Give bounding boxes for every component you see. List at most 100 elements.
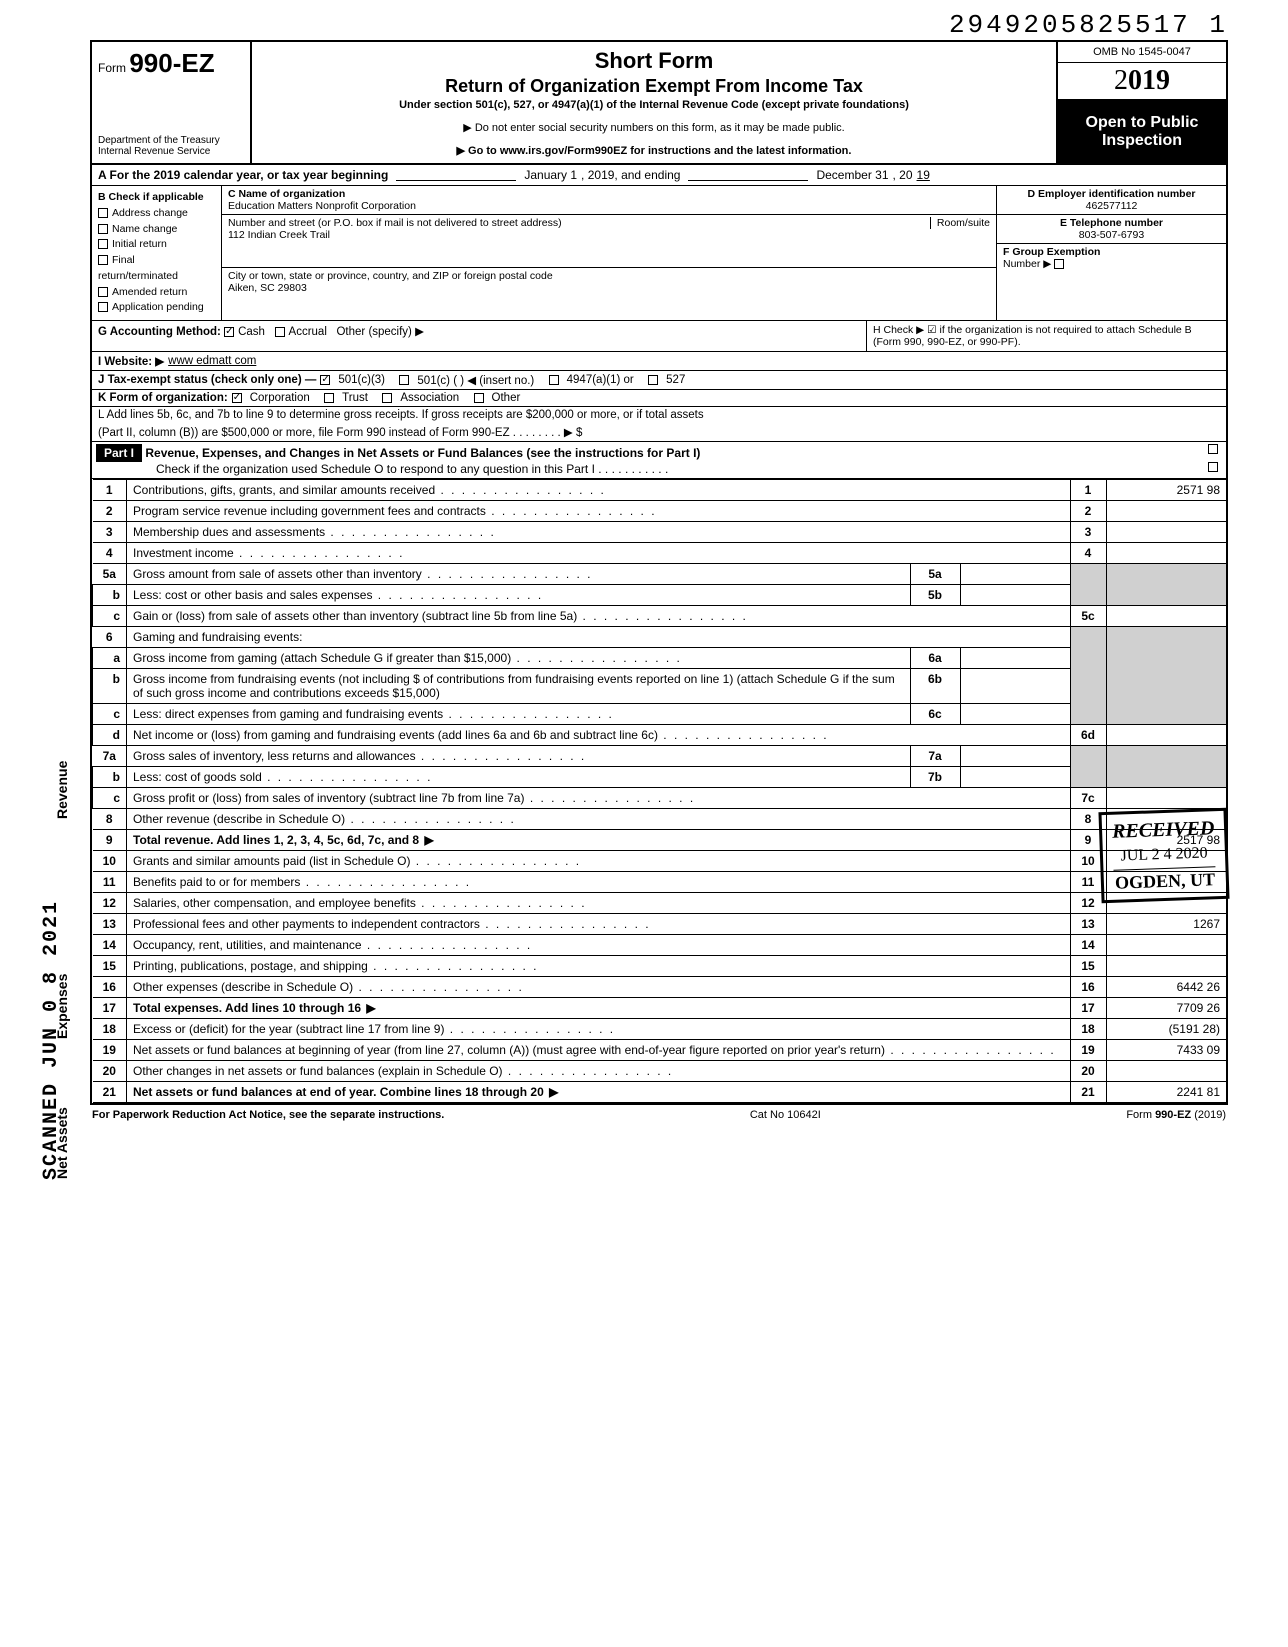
page-footer: For Paperwork Reduction Act Notice, see … (90, 1105, 1228, 1125)
line-8: 8Other revenue (describe in Schedule O)8 (93, 809, 1227, 830)
line-5b: bLess: cost or other basis and sales exp… (93, 585, 1227, 606)
chk-cash[interactable] (224, 327, 234, 337)
chk-name-change[interactable] (98, 224, 108, 234)
chk-501c[interactable] (399, 375, 409, 385)
note-ssn: ▶ Do not enter social security numbers o… (262, 121, 1046, 134)
chk-part1-scho[interactable] (1208, 462, 1218, 472)
c-label: C Name of organization (228, 188, 345, 200)
chk-group-exemption[interactable] (1054, 259, 1064, 269)
part1-title: Revenue, Expenses, and Changes in Net As… (145, 446, 700, 460)
line-6: 6Gaming and fundraising events: (93, 627, 1227, 648)
line-12: 12Salaries, other compensation, and empl… (93, 893, 1227, 914)
part1-body: Revenue Expenses Net Assets 1Contributio… (92, 479, 1226, 1103)
j-4947: 4947(a)(1) or (567, 374, 634, 386)
org-info-row: B Check if applicable Address change Nam… (92, 186, 1226, 321)
chk-other[interactable] (474, 393, 484, 403)
form-number: Form 990-EZ (98, 48, 244, 79)
k-trust: Trust (342, 392, 368, 404)
footer-catno: Cat No 10642I (750, 1109, 821, 1121)
line-6b: bGross income from fundraising events (n… (93, 669, 1227, 704)
blank-begin (396, 169, 516, 181)
chk-amended[interactable] (98, 287, 108, 297)
header-right: OMB No 1545-0047 2019 Open to Public Ins… (1056, 42, 1226, 163)
org-city: Aiken, SC 29803 (228, 282, 307, 294)
opt-amended: Amended return (112, 286, 187, 298)
j-501c: 501(c) ( ) ◀ (insert no.) (417, 373, 534, 387)
footer-left: For Paperwork Reduction Act Notice, see … (92, 1109, 444, 1121)
line-21: 21Net assets or fund balances at end of … (93, 1082, 1227, 1103)
tel-label: E Telephone number (1060, 217, 1163, 229)
opt-address: Address change (112, 207, 188, 219)
k-other: Other (492, 392, 521, 404)
line-7a: 7aGross sales of inventory, less returns… (93, 746, 1227, 767)
chk-501c3[interactable] (320, 375, 330, 385)
chk-initial-return[interactable] (98, 239, 108, 249)
chk-association[interactable] (382, 393, 392, 403)
chk-corporation[interactable] (232, 393, 242, 403)
org-street: 112 Indian Creek Trail (228, 229, 330, 241)
opt-initial: Initial return (112, 238, 167, 250)
section-def: D Employer identification number 4625771… (996, 186, 1226, 320)
d-ein: D Employer identification number 4625771… (997, 186, 1226, 215)
cal-jan1: January 1 (524, 168, 577, 182)
opt-pending: Application pending (112, 301, 204, 313)
chk-527[interactable] (648, 375, 658, 385)
open-public: Open to Public (1086, 114, 1199, 132)
chk-4947[interactable] (549, 375, 559, 385)
row-h: H Check ▶ ☑ if the organization is not r… (866, 321, 1226, 351)
k-label: K Form of organization: (98, 392, 228, 404)
subtitle: Under section 501(c), 527, or 4947(a)(1)… (262, 99, 1046, 111)
j-527: 527 (666, 374, 685, 386)
inspection-text: Inspection (1102, 132, 1182, 150)
line-20: 20Other changes in net assets or fund ba… (93, 1061, 1227, 1082)
form-header: Form 990-EZ Department of the Treasury I… (92, 42, 1226, 165)
line-7b: bLess: cost of goods sold7b (93, 767, 1227, 788)
open-inspection: Open to Public Inspection (1058, 100, 1226, 163)
chk-part1-title[interactable] (1208, 444, 1218, 454)
e-telephone: E Telephone number 803-507-6793 (997, 215, 1226, 244)
chk-final-return[interactable] (98, 255, 108, 265)
g-cash: Cash (238, 326, 265, 338)
part1-header: Part I Revenue, Expenses, and Changes in… (92, 442, 1226, 479)
form-990ez: Form 990-EZ Department of the Treasury I… (90, 40, 1228, 1105)
dept-irs: Internal Revenue Service (98, 146, 244, 157)
lines-table: 1Contributions, gifts, grants, and simil… (92, 479, 1226, 1103)
j-label: J Tax-exempt status (check only one) — (98, 374, 316, 386)
line-1: 1Contributions, gifts, grants, and simil… (93, 480, 1227, 501)
line-16: 16Other expenses (describe in Schedule O… (93, 977, 1227, 998)
c-name-row: C Name of organization Education Matters… (222, 186, 996, 215)
form-prefix: Form (98, 61, 126, 75)
line-2: 2Program service revenue including gover… (93, 501, 1227, 522)
cal-2019-end: , 2019, and ending (581, 168, 680, 182)
i-label: I Website: ▶ (98, 354, 164, 368)
chk-trust[interactable] (324, 393, 334, 403)
j-501c3: 501(c)(3) (338, 374, 385, 386)
section-c: C Name of organization Education Matters… (222, 186, 996, 320)
city-label: City or town, state or province, country… (228, 270, 553, 282)
grp-number: Number ▶ (1003, 258, 1051, 270)
line-15: 15Printing, publications, postage, and s… (93, 956, 1227, 977)
chk-pending[interactable] (98, 302, 108, 312)
section-b: B Check if applicable Address change Nam… (92, 186, 222, 320)
opt-name: Name change (112, 223, 177, 235)
f-group-exemption: F Group Exemption Number ▶ (997, 244, 1226, 272)
g-other: Other (specify) ▶ (336, 326, 423, 338)
line-4: 4Investment income4 (93, 543, 1227, 564)
year-bold: 019 (1128, 65, 1170, 96)
grp-label: F Group Exemption (1003, 246, 1100, 258)
k-assoc: Association (400, 392, 459, 404)
ein-label: D Employer identification number (1027, 188, 1195, 200)
chk-address-change[interactable] (98, 208, 108, 218)
room-label: Room/suite (930, 217, 990, 229)
blank-end (688, 169, 808, 181)
note-url: ▶ Go to www.irs.gov/Form990EZ for instru… (262, 144, 1046, 157)
line-7c: cGross profit or (loss) from sales of in… (93, 788, 1227, 809)
cal-20: , 20 (893, 168, 913, 182)
document-id: 2949205825517 1 (949, 10, 1228, 40)
department: Department of the Treasury Internal Reve… (98, 135, 244, 157)
cal-19: 19 (917, 168, 930, 182)
side-revenue: Revenue (54, 761, 70, 819)
line-9: 9Total revenue. Add lines 1, 2, 3, 4, 5c… (93, 830, 1227, 851)
chk-accrual[interactable] (275, 327, 285, 337)
line-3: 3Membership dues and assessments3 (93, 522, 1227, 543)
